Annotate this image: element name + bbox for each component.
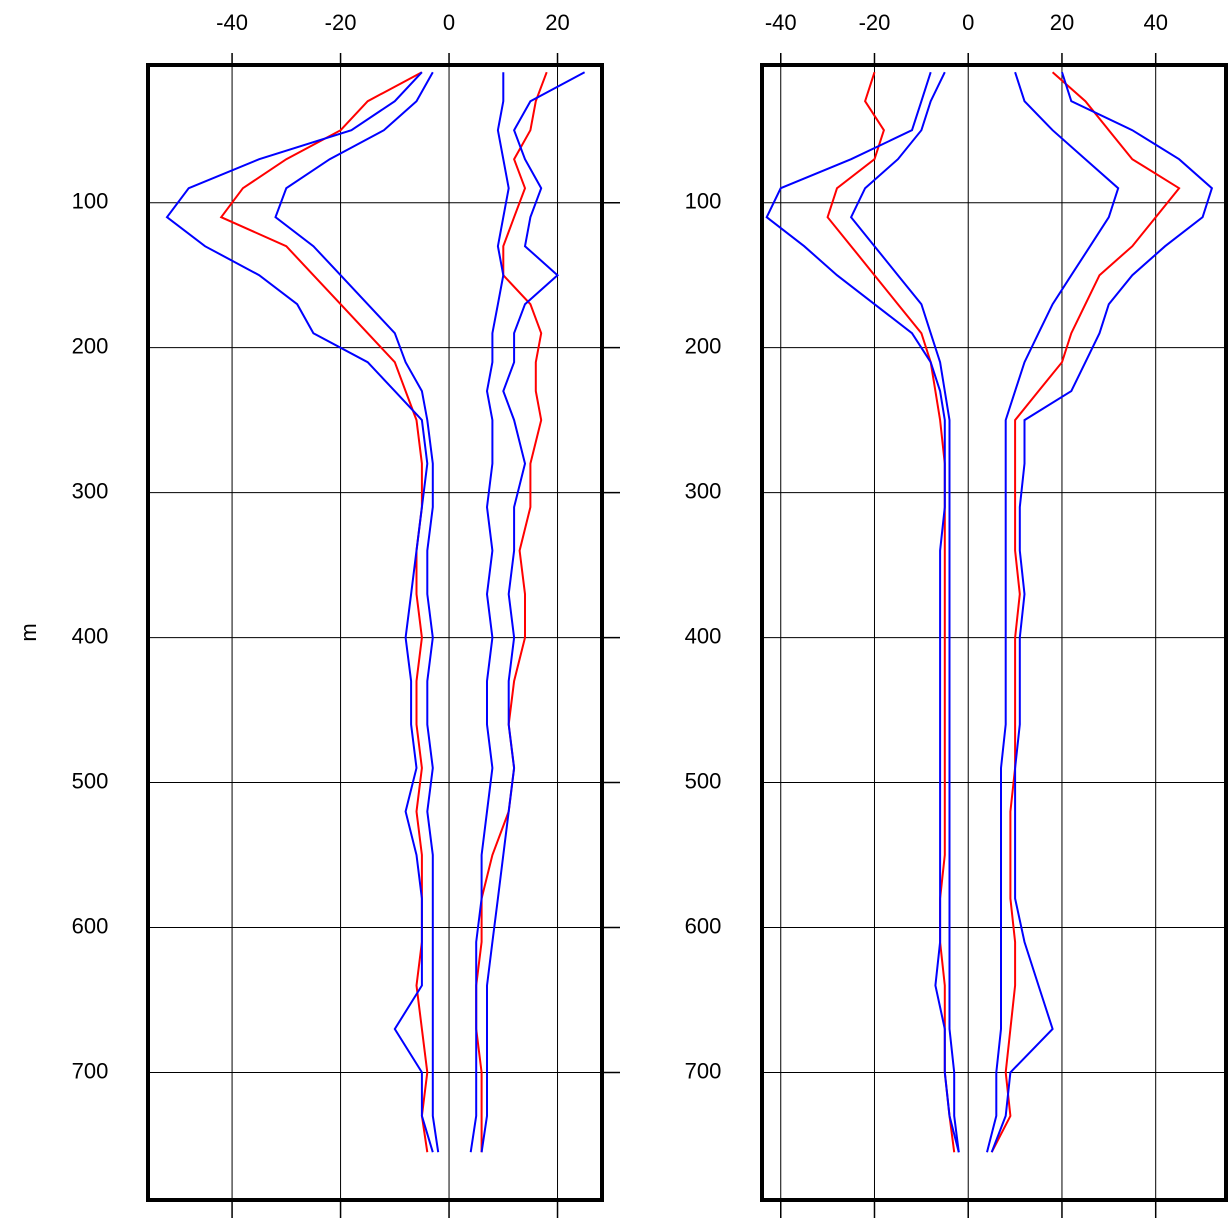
profile-line <box>826 71 956 1153</box>
plot-frame <box>760 63 1228 1202</box>
y-tick-label: 600 <box>685 913 722 938</box>
y-tick-label: 700 <box>72 1058 109 1083</box>
plot-area <box>165 71 586 1153</box>
y-tick-label: 200 <box>72 333 109 358</box>
y-tick-label: 300 <box>72 478 109 503</box>
x-tick-label: 0 <box>443 10 455 35</box>
profile-line <box>219 71 429 1153</box>
x-tick-label: -40 <box>765 10 797 35</box>
y-tick-label: 200 <box>685 333 722 358</box>
x-tick-label: -40 <box>216 10 248 35</box>
y-tick-label: 400 <box>72 623 109 648</box>
profile-line <box>849 71 960 1153</box>
plot-frame <box>146 63 604 1202</box>
x-tick-label: 20 <box>545 10 569 35</box>
x-tick-label: 20 <box>1050 10 1074 35</box>
y-axis-label: m <box>16 623 41 641</box>
y-tick-label: 400 <box>685 623 722 648</box>
y-tick-label: 100 <box>685 189 722 214</box>
profile-line <box>990 71 1181 1153</box>
x-tick-label: -20 <box>325 10 357 35</box>
profile-line <box>165 71 434 1153</box>
x-tick-label: -20 <box>859 10 891 35</box>
x-tick-label: 0 <box>962 10 974 35</box>
profile-line <box>990 71 1214 1153</box>
y-tick-label: 500 <box>72 768 109 793</box>
profile-line <box>475 71 548 1153</box>
x-tick-label: 40 <box>1143 10 1167 35</box>
y-tick-label: 100 <box>72 189 109 214</box>
profile-line <box>469 72 510 1153</box>
plot-area <box>765 71 1214 1153</box>
y-tick-label: 500 <box>685 768 722 793</box>
profile-line <box>986 71 1120 1153</box>
y-tick-label: 700 <box>685 1058 722 1083</box>
profile-line <box>274 71 440 1153</box>
y-tick-label: 600 <box>72 913 109 938</box>
profile-line <box>765 71 960 1153</box>
profile-line <box>480 71 586 1153</box>
y-tick-label: 300 <box>685 478 722 503</box>
